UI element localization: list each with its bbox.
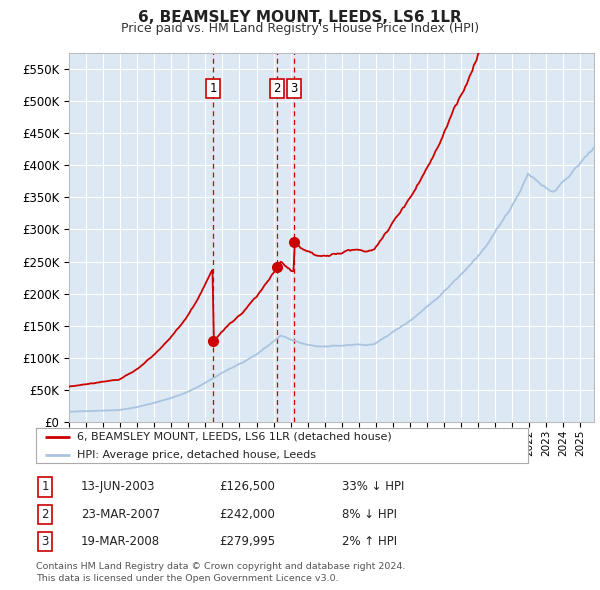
- Text: 8% ↓ HPI: 8% ↓ HPI: [342, 508, 397, 521]
- Text: 3: 3: [290, 82, 298, 95]
- Text: Contains HM Land Registry data © Crown copyright and database right 2024.: Contains HM Land Registry data © Crown c…: [36, 562, 406, 571]
- Text: £242,000: £242,000: [219, 508, 275, 521]
- Text: 33% ↓ HPI: 33% ↓ HPI: [342, 480, 404, 493]
- Text: 2: 2: [41, 508, 49, 521]
- Text: 3: 3: [41, 535, 49, 548]
- Text: 13-JUN-2003: 13-JUN-2003: [81, 480, 155, 493]
- Text: £126,500: £126,500: [219, 480, 275, 493]
- Text: 1: 1: [209, 82, 217, 95]
- Text: 6, BEAMSLEY MOUNT, LEEDS, LS6 1LR: 6, BEAMSLEY MOUNT, LEEDS, LS6 1LR: [138, 10, 462, 25]
- Text: 19-MAR-2008: 19-MAR-2008: [81, 535, 160, 548]
- Text: 1: 1: [41, 480, 49, 493]
- Text: 23-MAR-2007: 23-MAR-2007: [81, 508, 160, 521]
- Text: 2% ↑ HPI: 2% ↑ HPI: [342, 535, 397, 548]
- Text: This data is licensed under the Open Government Licence v3.0.: This data is licensed under the Open Gov…: [36, 574, 338, 583]
- Text: Price paid vs. HM Land Registry's House Price Index (HPI): Price paid vs. HM Land Registry's House …: [121, 22, 479, 35]
- Text: HPI: Average price, detached house, Leeds: HPI: Average price, detached house, Leed…: [77, 450, 316, 460]
- Text: £279,995: £279,995: [219, 535, 275, 548]
- Text: 2: 2: [274, 82, 281, 95]
- Text: 6, BEAMSLEY MOUNT, LEEDS, LS6 1LR (detached house): 6, BEAMSLEY MOUNT, LEEDS, LS6 1LR (detac…: [77, 432, 392, 442]
